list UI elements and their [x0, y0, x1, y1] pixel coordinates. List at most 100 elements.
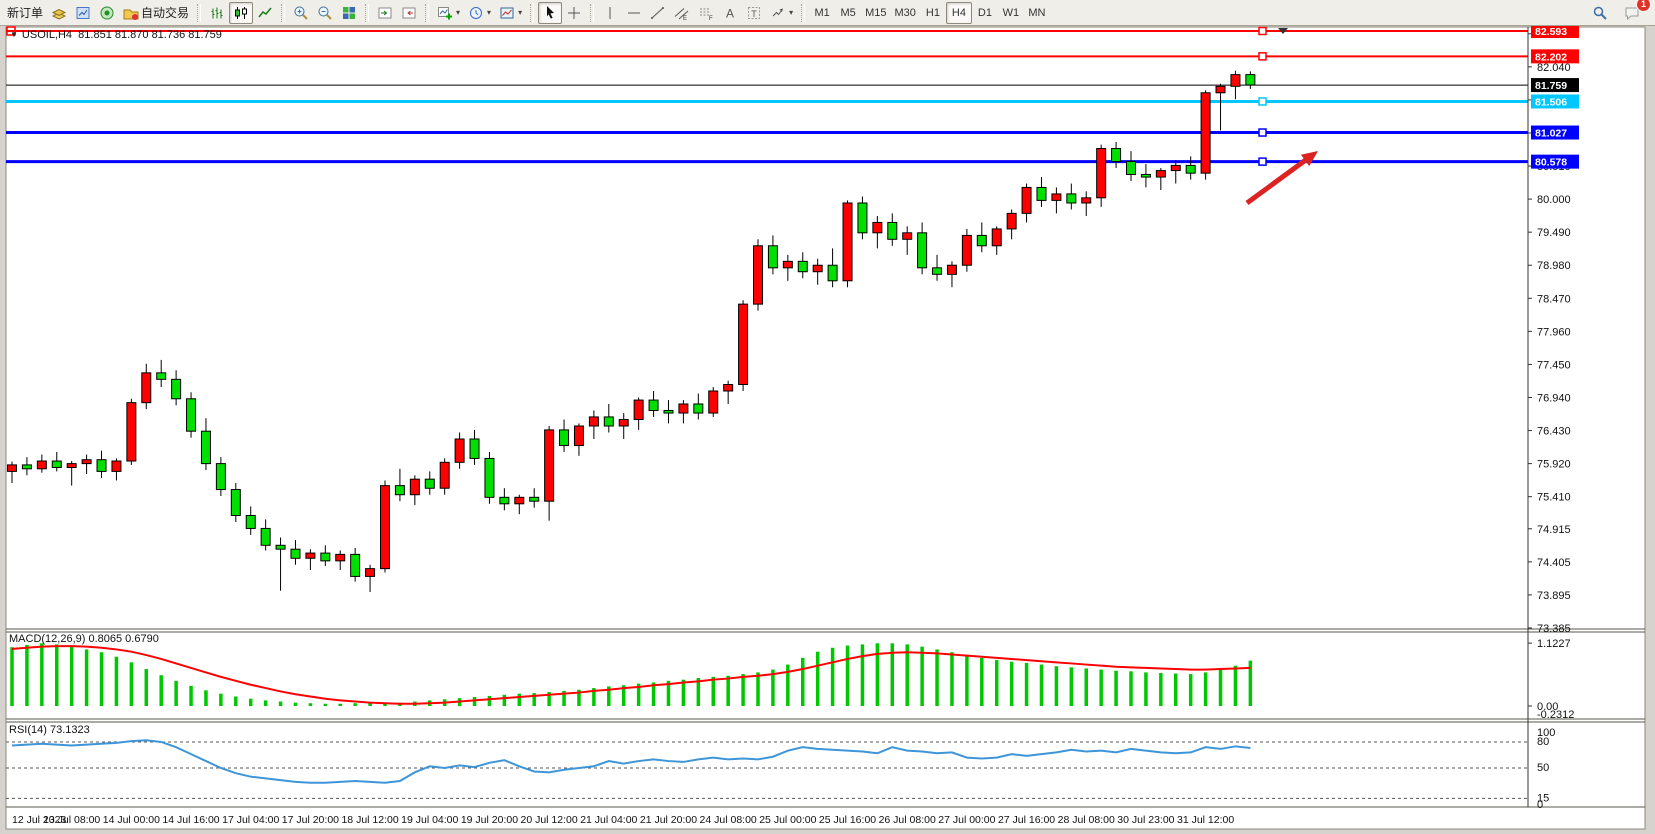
timeframe-M5[interactable]: M5 — [835, 2, 861, 24]
label-button[interactable]: T — [742, 2, 766, 24]
symbol-dropdown-icon[interactable]: ▼ — [10, 30, 18, 39]
price-line-handle[interactable] — [1258, 97, 1267, 106]
price-line-handle[interactable] — [6, 26, 16, 36]
signal-icon — [99, 5, 115, 21]
horizontal-price-lines[interactable] — [6, 30, 1528, 164]
dropdown-caret-icon[interactable]: ▾ — [518, 8, 523, 17]
candles — [7, 70, 1256, 592]
candlestick-chart-button[interactable] — [229, 1, 254, 24]
zoom-out-button[interactable] — [313, 2, 337, 24]
price-line-handle[interactable] — [1258, 26, 1267, 36]
arrows-button[interactable]: ▾ — [766, 2, 797, 24]
price-line-handle[interactable] — [1258, 157, 1267, 166]
timeframe-W1[interactable]: W1 — [998, 2, 1024, 24]
candle — [529, 496, 540, 502]
candle — [275, 544, 286, 550]
toolbar: 新订单 自动交易 ▾ ▾ ▾ E F A T ▾ M1 M5 M15 M30 H1 H4 D1 W1 MN 1 — [0, 0, 1655, 26]
candle — [36, 460, 47, 470]
crosshair-button[interactable] — [562, 2, 586, 24]
horizontal-line-button[interactable] — [622, 2, 646, 24]
candle — [290, 548, 301, 559]
timeframe-M15[interactable]: M15 — [861, 2, 890, 24]
timeframe-MN[interactable]: MN — [1024, 2, 1050, 24]
auto-scroll-button[interactable] — [373, 2, 397, 24]
timeframe-M1[interactable]: M1 — [809, 2, 835, 24]
candle — [1200, 92, 1211, 174]
chart-shift-button[interactable] — [397, 2, 421, 24]
toolbar-separator — [365, 3, 370, 22]
timeframe-M30-label: M30 — [894, 6, 916, 19]
vertical-line-button[interactable] — [598, 2, 622, 24]
svg-text:1.1227: 1.1227 — [1537, 638, 1571, 650]
candle — [1215, 85, 1226, 94]
cursor-button[interactable] — [538, 1, 563, 24]
candle — [663, 409, 674, 414]
price-tick-label: 78.470 — [1537, 293, 1571, 305]
text-button[interactable]: A — [718, 2, 742, 24]
price-badge-label: 81.759 — [1535, 80, 1567, 92]
indicators-button[interactable]: ▾ — [433, 2, 464, 24]
line-chart-button[interactable] — [253, 2, 277, 24]
new-order-button[interactable]: 新订单 — [3, 2, 47, 24]
toolbar-separator — [530, 3, 535, 22]
dropdown-caret-icon[interactable]: ▾ — [789, 8, 794, 17]
rsi-level-label: 0 — [1537, 799, 1543, 811]
date-tick-label: 14 Jul 00:00 — [103, 814, 160, 826]
search-button[interactable] — [1588, 2, 1612, 24]
price-line-handle[interactable] — [1258, 128, 1267, 137]
timeframe-H4[interactable]: H4 — [945, 1, 972, 24]
search-icon — [1592, 5, 1608, 21]
new-order-button-label: 新订单 — [7, 6, 44, 20]
channel-button[interactable]: E — [670, 2, 694, 24]
dropdown-caret-icon[interactable]: ▾ — [487, 8, 492, 17]
channel-icon: E — [674, 5, 690, 21]
deposit-button[interactable] — [47, 2, 71, 24]
fibonacci-button[interactable]: F — [694, 2, 718, 24]
candle — [648, 399, 659, 411]
candle — [917, 232, 928, 269]
candle — [723, 384, 734, 392]
market-watch-button[interactable] — [71, 2, 95, 24]
bar-chart-button[interactable] — [205, 2, 229, 24]
templates-button[interactable]: ▾ — [495, 2, 526, 24]
candle — [1036, 186, 1047, 201]
rsi-level-label: 80 — [1537, 736, 1549, 748]
chart-symbol-title: ▼ USOIL,H4 81.851 81.870 81.736 81.759 — [10, 29, 222, 41]
candle — [797, 260, 808, 273]
price-badge — [1531, 94, 1579, 109]
candle — [559, 429, 570, 446]
dropdown-caret-icon[interactable]: ▾ — [456, 8, 461, 17]
candle — [394, 485, 405, 496]
date-tick-label: 19 Jul 04:00 — [401, 814, 458, 826]
rsi-indicator-label: RSI(14) 73.1323 — [9, 724, 90, 736]
zoom-in-button[interactable] — [289, 2, 313, 24]
toolbar-separator — [197, 3, 202, 22]
price-badge — [1531, 49, 1579, 64]
candle — [1051, 193, 1062, 201]
candle — [365, 568, 376, 577]
candle — [439, 461, 450, 489]
candle — [902, 232, 913, 240]
candle — [454, 438, 465, 463]
autotrade-button[interactable]: 自动交易 — [119, 2, 193, 24]
signals-button[interactable] — [95, 2, 119, 24]
periods-button[interactable]: ▾ — [464, 2, 495, 24]
timeframe-H1[interactable]: H1 — [920, 2, 946, 24]
price-tick-label: 82.040 — [1537, 62, 1571, 74]
trend-arrow-annotation[interactable] — [1245, 151, 1318, 206]
candle — [186, 398, 197, 432]
tile-windows-button[interactable] — [337, 2, 361, 24]
timeframe-D1[interactable]: D1 — [972, 2, 998, 24]
candle — [21, 464, 32, 470]
date-tick-label: 24 Jul 08:00 — [700, 814, 757, 826]
chart-shift-marker-icon[interactable] — [1278, 28, 1288, 34]
candle — [1170, 164, 1181, 172]
price-line-handle[interactable] — [1258, 52, 1267, 61]
rsi-level-label: 15 — [1537, 792, 1549, 804]
trendline-button[interactable] — [646, 2, 670, 24]
candle-chart-icon — [233, 5, 249, 21]
notification-count-badge: 1 — [1636, 0, 1651, 12]
timeframe-M30[interactable]: M30 — [891, 2, 920, 24]
candle — [887, 221, 898, 240]
